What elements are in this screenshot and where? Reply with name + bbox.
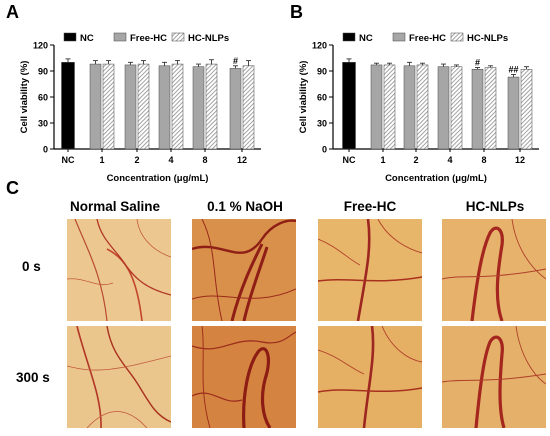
bar-hc-nlps-2 — [137, 63, 150, 150]
photo-normal-saline-0s — [67, 219, 171, 321]
significance-marker: # — [475, 58, 480, 68]
col-title-hc-nlps: HC-NLPs — [465, 199, 525, 214]
legend-label: HC-NLPs — [188, 33, 229, 44]
photo-free-hc-300s — [318, 326, 422, 428]
legend-label: NC — [359, 33, 373, 44]
bar-hc-nlps-12 — [520, 69, 533, 150]
x-tick-label: 12 — [515, 155, 525, 165]
bar-free-hc-4 — [437, 66, 450, 150]
legend-swatch — [450, 32, 464, 42]
bar-free-hc-1 — [89, 63, 102, 150]
bar-free-hc-8 — [192, 66, 205, 150]
legend-swatch — [171, 32, 185, 42]
bar-hc-nlps-12 — [242, 65, 255, 150]
y-tick-label: 30 — [317, 119, 327, 129]
y-tick-label: 90 — [317, 67, 327, 77]
y-tick-label: 120 — [312, 41, 327, 51]
x-tick-label: 1 — [99, 155, 104, 165]
bar-hc-nlps-2 — [416, 64, 429, 150]
legend-label: Free-HC — [409, 33, 446, 44]
bar-hc-nlps-4 — [450, 66, 463, 150]
y-tick-label: 60 — [38, 93, 48, 103]
bar-free-hc-4 — [158, 65, 171, 150]
bar-free-hc-1 — [370, 64, 383, 150]
x-tick-label: 2 — [134, 155, 139, 165]
photo-hc-nlps-300s — [442, 326, 546, 428]
significance-marker: ## — [508, 64, 518, 74]
y-tick-label: 90 — [38, 67, 48, 77]
panel-label-b: B — [290, 2, 303, 22]
x-tick-label: NC — [62, 155, 75, 165]
col-title-normal-saline: Normal Saline — [69, 199, 161, 214]
y-axis-label: Cell viability (%) — [19, 61, 30, 134]
row-label-300s: 300 s — [16, 370, 50, 385]
bar-nc-NC — [342, 62, 356, 150]
panel-label-a: A — [6, 2, 19, 22]
x-tick-label: 4 — [447, 155, 452, 165]
photo-free-hc-0s — [318, 219, 422, 321]
photo-normal-saline-300s — [67, 326, 171, 428]
bar-hc-nlps-4 — [171, 63, 184, 150]
x-axis-label: Concentration (μg/mL) — [107, 173, 209, 184]
legend-swatch — [63, 32, 77, 42]
x-tick-label: 4 — [168, 155, 173, 165]
bar-free-hc-12 — [507, 76, 520, 150]
col-title-naoh: 0.1 % NaOH — [207, 199, 283, 214]
y-tick-label: 30 — [38, 119, 48, 129]
legend-label: Free-HC — [130, 33, 167, 44]
bar-free-hc-2 — [124, 64, 137, 150]
legend-swatch — [113, 32, 127, 42]
bar-hc-nlps-8 — [205, 63, 218, 150]
bar-hc-nlps-1 — [102, 63, 115, 150]
bar-free-hc-8 — [471, 69, 484, 150]
x-tick-label: 12 — [237, 155, 247, 165]
x-tick-label: NC — [343, 155, 356, 165]
bar-hc-nlps-8 — [484, 67, 497, 150]
bar-hc-nlps-1 — [383, 64, 396, 150]
photo-naoh-0s — [192, 219, 296, 321]
bar-free-hc-12 — [229, 68, 242, 150]
y-tick-label: 0 — [322, 145, 327, 155]
row-label-0s: 0 s — [22, 259, 41, 274]
y-tick-label: 0 — [43, 145, 48, 155]
x-tick-label: 1 — [380, 155, 385, 165]
y-axis-label: Cell viability (%) — [298, 61, 309, 134]
photo-hc-nlps-0s — [442, 219, 546, 321]
bar-nc-NC — [61, 62, 75, 150]
legend-swatch — [342, 32, 356, 42]
y-tick-label: 60 — [317, 93, 327, 103]
panel-label-c: C — [6, 178, 19, 198]
photo-naoh-300s — [192, 326, 296, 428]
y-tick-label: 120 — [33, 41, 48, 51]
x-axis-label: Concentration (μg/mL) — [385, 173, 487, 184]
legend-label: HC-NLPs — [467, 33, 508, 44]
x-tick-label: 8 — [481, 155, 486, 165]
x-tick-label: 8 — [202, 155, 207, 165]
legend-label: NC — [80, 33, 94, 44]
bar-free-hc-2 — [403, 65, 416, 150]
significance-marker: # — [233, 56, 238, 66]
col-title-free-hc: Free-HC — [343, 199, 397, 214]
x-tick-label: 2 — [413, 155, 418, 165]
legend-swatch — [392, 32, 406, 42]
